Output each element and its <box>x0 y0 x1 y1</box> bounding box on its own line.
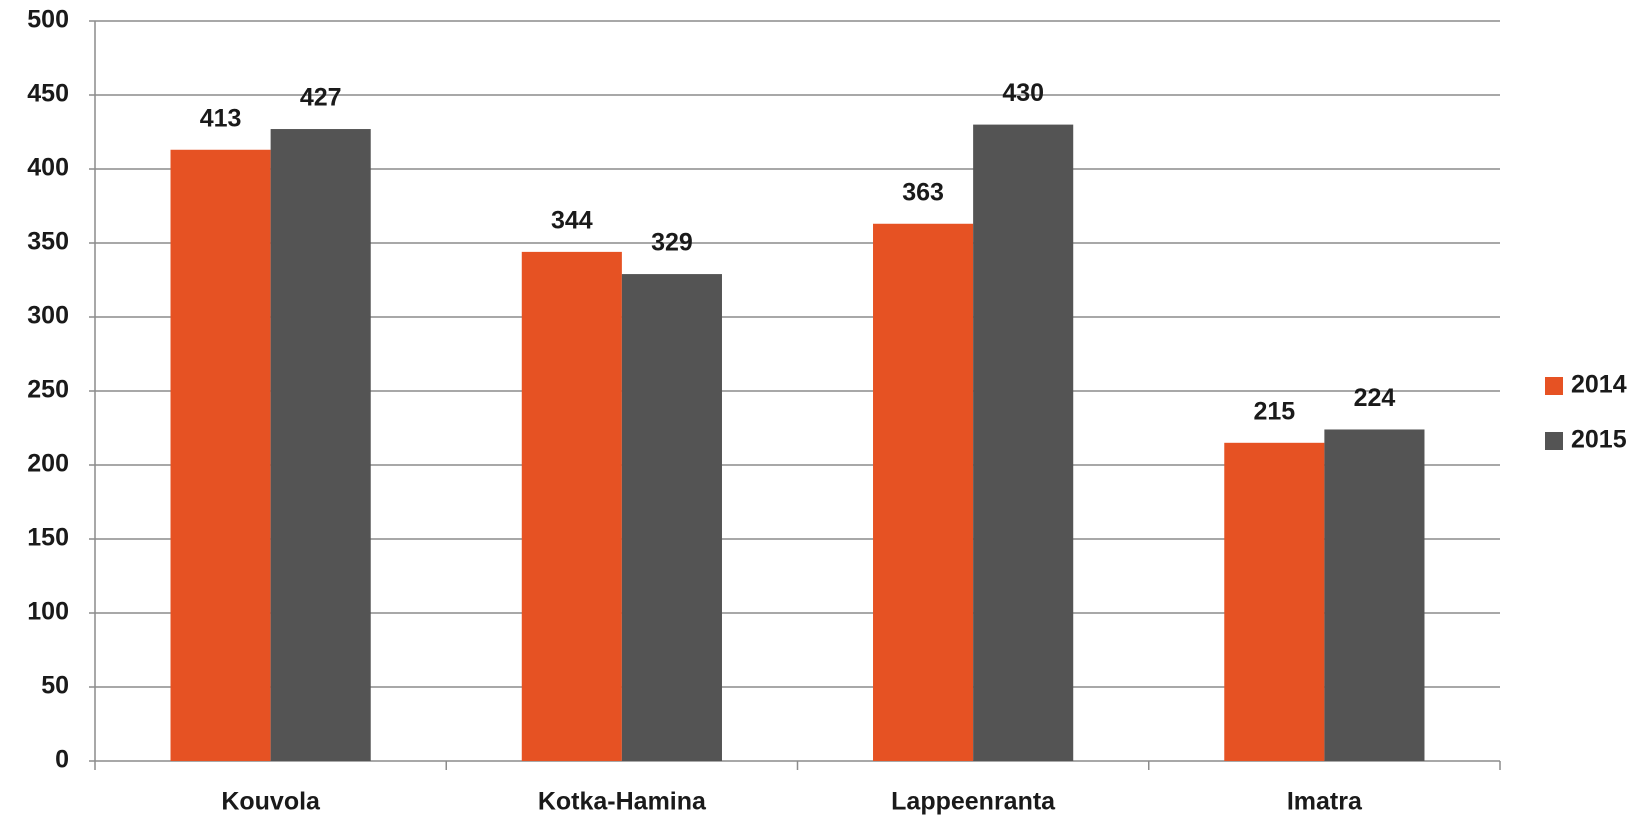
bar <box>270 129 371 762</box>
y-tick-label: 200 <box>27 450 69 478</box>
bar <box>973 124 1074 762</box>
y-tick-label: 100 <box>27 598 69 626</box>
data-label: 224 <box>1354 384 1396 412</box>
y-tick-label: 300 <box>27 302 69 330</box>
data-label: 344 <box>551 206 593 234</box>
y-tick-label: 450 <box>27 80 69 108</box>
y-tick-label: 350 <box>27 228 69 256</box>
data-label: 413 <box>200 104 242 132</box>
data-label: 430 <box>1002 79 1044 107</box>
legend-label: 2014 <box>1571 371 1627 399</box>
bar <box>873 223 974 761</box>
y-tick-label: 150 <box>27 524 69 552</box>
bar <box>170 149 271 761</box>
x-tick-label: Kotka-Hamina <box>538 788 707 816</box>
bar <box>1224 442 1325 761</box>
y-tick-label: 400 <box>27 154 69 182</box>
bar <box>1324 429 1425 761</box>
data-label: 363 <box>902 178 944 206</box>
legend-label: 2015 <box>1571 426 1627 454</box>
bar <box>621 274 722 761</box>
y-tick-label: 50 <box>41 672 69 700</box>
data-label: 329 <box>651 229 693 257</box>
bar <box>521 251 622 761</box>
y-tick-label: 500 <box>27 6 69 34</box>
x-tick-label: Kouvola <box>221 788 321 816</box>
y-tick-label: 0 <box>55 746 69 774</box>
x-tick-label: Imatra <box>1287 788 1363 816</box>
y-tick-label: 250 <box>27 376 69 404</box>
data-label: 427 <box>300 84 342 112</box>
data-label: 215 <box>1253 397 1295 425</box>
x-tick-label: Lappeenranta <box>891 788 1056 816</box>
legend-swatch <box>1545 377 1563 395</box>
legend-swatch <box>1545 432 1563 450</box>
